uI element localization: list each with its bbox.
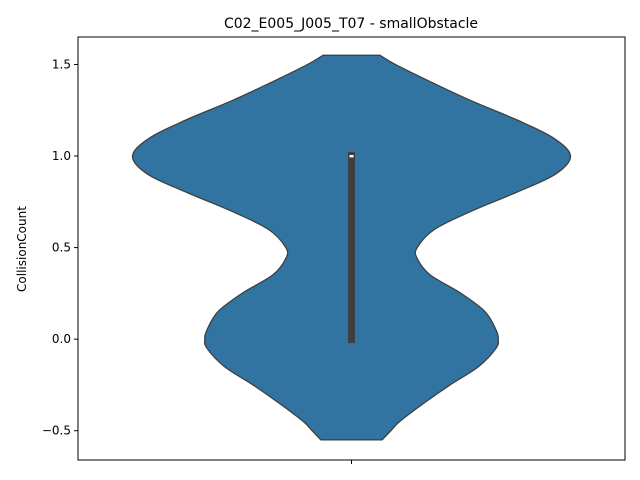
y-axis: −0.5 0.0 0.5 1.0 1.5	[42, 57, 78, 438]
median-marker	[349, 155, 354, 158]
y-tick-label: 1.5	[52, 57, 71, 71]
y-tick-label: 0.0	[52, 332, 71, 346]
y-tick-label: −0.5	[42, 424, 71, 438]
chart-title: C02_E005_J005_T07 - smallObstacle	[224, 16, 478, 32]
y-tick-label: 0.5	[52, 241, 71, 255]
box-layer	[348, 152, 355, 344]
y-tick-label: 1.0	[52, 149, 71, 163]
y-axis-label: CollisionCount	[15, 206, 29, 292]
iqr-box	[348, 152, 355, 344]
